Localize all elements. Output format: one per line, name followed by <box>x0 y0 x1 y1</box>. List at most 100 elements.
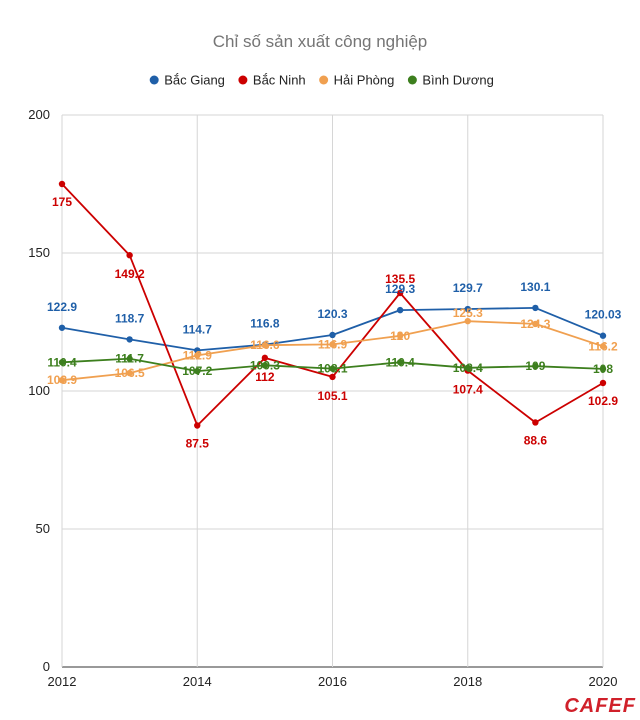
x-tick-label: 2020 <box>589 674 618 689</box>
data-point <box>599 379 607 387</box>
series-0 <box>58 304 607 354</box>
data-point <box>532 304 539 312</box>
cafef-logo: CAFEF <box>564 695 636 717</box>
legend-item-1: Bắc Ninh <box>238 73 306 88</box>
series-group <box>58 180 607 429</box>
data-point <box>126 369 133 377</box>
data-label: 102.9 <box>588 394 618 408</box>
data-label: 107.2 <box>182 364 212 378</box>
data-label: 130.1 <box>520 280 550 294</box>
data-label: 175 <box>52 195 72 209</box>
data-point <box>464 364 471 372</box>
data-label: 149.2 <box>115 267 145 281</box>
data-point <box>261 341 269 349</box>
data-label: 103.9 <box>47 373 77 387</box>
data-label: 122.9 <box>47 300 77 314</box>
grid <box>61 114 604 668</box>
legend-label: Bắc Ninh <box>253 73 306 88</box>
data-label: 118.7 <box>115 311 145 325</box>
data-point <box>194 347 201 354</box>
data-point <box>532 419 539 426</box>
data-label: 110.4 <box>47 355 77 369</box>
data-label: 120 <box>390 329 410 343</box>
data-point <box>532 362 539 370</box>
data-point <box>261 354 269 362</box>
data-label: 125.3 <box>453 306 483 320</box>
data-point <box>58 324 66 331</box>
data-point <box>532 320 539 328</box>
data-label: 129.3 <box>385 282 415 296</box>
data-point <box>58 180 66 188</box>
data-label: 109.3 <box>250 358 280 372</box>
data-label: 135.5 <box>385 272 415 286</box>
legend-marker <box>238 75 248 85</box>
x-tick-label: 2018 <box>453 674 482 689</box>
data-label: 120.03 <box>585 308 622 322</box>
data-label: 88.6 <box>524 433 548 447</box>
data-point <box>329 373 336 381</box>
legend-marker <box>319 75 329 85</box>
data-point <box>599 365 607 373</box>
data-label: 109 <box>525 359 545 373</box>
data-label: 116.9 <box>318 337 348 351</box>
data-point <box>194 422 201 429</box>
legend-item-3: Bình Dương <box>407 73 494 88</box>
data-point <box>464 305 471 313</box>
data-label: 116.6 <box>250 338 280 352</box>
data-point <box>396 359 404 366</box>
data-point <box>58 359 66 366</box>
data-point <box>126 355 133 362</box>
y-axis: 0 50 100 150 200 <box>28 107 50 674</box>
data-label: 110.4 <box>385 355 415 369</box>
data-labels: 122.9 118.7 114.7 116.8 120.3 129.3 129.7 130.1… <box>47 195 622 451</box>
legend-label: Hải Phòng <box>334 73 395 88</box>
data-point <box>464 317 471 325</box>
data-point <box>329 365 336 372</box>
legend-item-0: Bắc Giang <box>149 73 225 88</box>
data-point <box>194 367 201 375</box>
data-label: 112.9 <box>183 348 213 362</box>
data-label: 105.1 <box>317 389 347 403</box>
data-label: 106.5 <box>115 366 145 380</box>
data-point <box>194 352 201 359</box>
data-point <box>396 306 404 314</box>
data-label: 108 <box>593 362 613 376</box>
legend-label: Bắc Giang <box>164 73 225 88</box>
data-point <box>599 343 607 350</box>
y-tick-label: 0 <box>43 659 50 674</box>
data-label: 111.7 <box>115 352 144 366</box>
y-tick-label: 50 <box>36 521 50 536</box>
legend: Bắc Giang Bắc Ninh Hải Phòng Bình Dương <box>149 73 494 88</box>
data-label: 107.4 <box>453 383 483 397</box>
legend-label: Bình Dương <box>422 73 493 88</box>
data-label: 120.3 <box>317 307 347 321</box>
data-point <box>329 331 336 339</box>
y-tick-label: 150 <box>28 245 50 260</box>
data-point <box>599 332 607 339</box>
data-point <box>58 377 66 384</box>
x-axis: 2012 2014 2016 2018 2020 <box>48 674 618 689</box>
y-tick-label: 100 <box>28 383 50 398</box>
data-label: 114.7 <box>183 322 213 336</box>
data-point <box>396 332 404 339</box>
data-label: 87.5 <box>186 437 210 451</box>
legend-item-2: Hải Phòng <box>319 73 394 88</box>
data-label: 116.2 <box>588 339 618 353</box>
x-tick-label: 2014 <box>183 674 212 689</box>
data-label: 108.1 <box>317 362 347 376</box>
series-3 <box>58 355 607 375</box>
data-label: 116.8 <box>250 317 280 331</box>
data-point <box>329 341 336 348</box>
data-point <box>126 252 133 259</box>
chart-title: Chỉ số sản xuất công nghiệp <box>213 32 428 51</box>
legend-marker <box>149 75 159 85</box>
data-point <box>261 362 269 369</box>
data-label: 112 <box>255 370 275 384</box>
data-point <box>396 289 404 297</box>
data-label: 124.3 <box>520 317 550 331</box>
x-tick-label: 2012 <box>48 674 77 689</box>
series-2 <box>58 317 607 384</box>
legend-marker <box>407 75 417 85</box>
data-label: 129.7 <box>453 281 483 295</box>
